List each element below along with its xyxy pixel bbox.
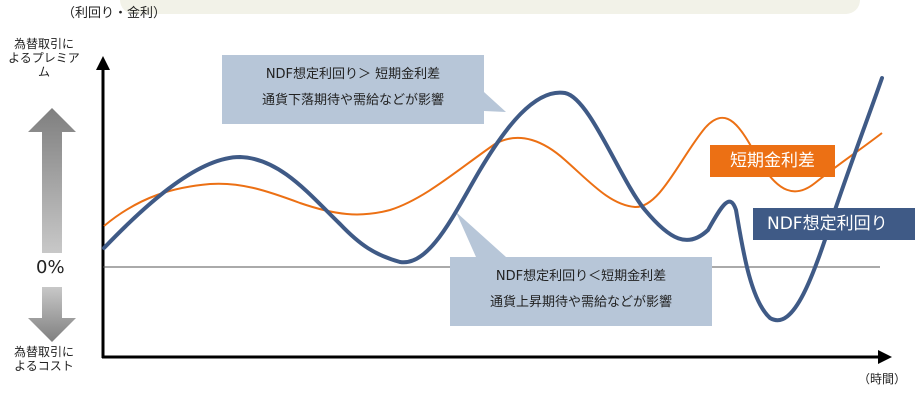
premium-up-arrow — [28, 108, 76, 253]
top-decorative-band — [120, 0, 860, 14]
short-rate-series-label: 短期金利差 — [710, 145, 835, 177]
zero-percent-label: 0% — [36, 257, 65, 278]
y-axis-arrowhead — [96, 56, 110, 70]
ndf-yield-line — [102, 76, 884, 323]
x-axis-arrowhead — [878, 350, 892, 364]
callout-top-shape — [222, 55, 506, 124]
y-axis-premium-label: 為替取引によるプレミアム — [8, 37, 80, 79]
callout-top-line2: 通貨下落期待や需給などが影響 — [261, 93, 444, 108]
x-axis-time-label: （時間） — [858, 372, 907, 386]
callout-bottom-line1: NDF想定利回り＜短期金利差 — [495, 269, 667, 284]
cost-down-arrow — [28, 287, 76, 342]
ndf-yield-series-label: NDF想定利回り — [753, 208, 915, 240]
callout-bottom-shape — [450, 212, 712, 326]
callout-bottom-text: NDF想定利回り＜短期金利差 通貨上昇期待や需給などが影響 — [450, 264, 712, 316]
callout-bottom-line2: 通貨上昇期待や需給などが影響 — [489, 295, 672, 310]
y-axis-unit-label: （利回り・金利） — [62, 6, 167, 21]
y-axis-cost-label: 為替取引によるコスト — [13, 345, 74, 373]
callout-top-line1: NDF想定利回り＞ 短期金利差 — [265, 67, 441, 82]
callout-top-text: NDF想定利回り＞ 短期金利差 通貨下落期待や需給などが影響 — [222, 62, 484, 114]
